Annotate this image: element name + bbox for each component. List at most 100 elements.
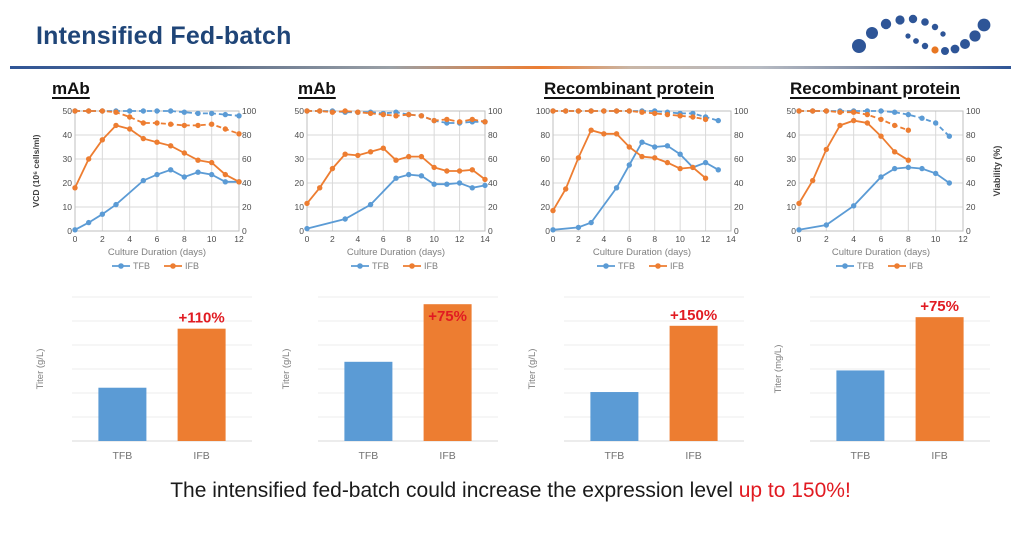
x-axis-label: Culture Duration (days) xyxy=(347,247,445,258)
line-chart-recombinant-1: 0 20 40 60 80 100 0 20 40 60 80 100 0 2 4 6 8 10 12 14 Cultu… xyxy=(522,101,764,283)
y-axis-label: Titer (g/L) xyxy=(527,349,538,390)
svg-text:8: 8 xyxy=(652,234,657,244)
svg-text:12: 12 xyxy=(455,234,465,244)
legend: TFB IFB xyxy=(836,261,923,271)
svg-text:20: 20 xyxy=(966,202,976,212)
dotted-wave-logo-icon xyxy=(852,14,991,55)
panel-title: Recombinant protein xyxy=(790,79,961,98)
logo-dot xyxy=(913,38,919,44)
svg-text:30: 30 xyxy=(787,154,797,164)
bar-tfb xyxy=(836,370,885,441)
svg-text:TFB: TFB xyxy=(857,261,874,271)
svg-text:IFB: IFB xyxy=(670,261,684,271)
svg-text:100: 100 xyxy=(966,106,980,116)
svg-text:4: 4 xyxy=(851,234,856,244)
svg-text:IFB: IFB xyxy=(424,261,438,271)
series-ifb-vcd xyxy=(550,127,709,214)
logo-dot xyxy=(880,18,892,30)
bar-ifb xyxy=(915,317,964,441)
x-axis-label: Culture Duration (days) xyxy=(108,247,206,258)
series-ifb-viability xyxy=(796,108,912,133)
line-chart-mab-2: 0 10 20 30 40 50 0 20 40 60 80 100 0 2 4 6 8 10 12 14 Cultur… xyxy=(276,101,518,283)
line-chart-svg: 0 20 40 60 80 100 0 20 40 60 80 100 0 2 4 6 8 10 12 14 Cultu… xyxy=(536,106,749,271)
series-tfb-viability xyxy=(796,108,953,139)
svg-text:40: 40 xyxy=(488,178,498,188)
svg-text:0: 0 xyxy=(299,226,304,236)
legend: TFB IFB xyxy=(351,261,438,271)
svg-text:4: 4 xyxy=(601,234,606,244)
logo-dot xyxy=(950,44,960,54)
panel-mab-2: mAb 0 10 20 30 40 50 0 20 40 60 80 100 0 2 4 6 8 10 12 14 Cu… xyxy=(276,77,518,471)
svg-text:10: 10 xyxy=(429,234,439,244)
svg-text:40: 40 xyxy=(295,130,305,140)
svg-text:20: 20 xyxy=(787,178,797,188)
svg-text:20: 20 xyxy=(295,178,305,188)
logo-dot xyxy=(941,47,949,55)
bar-category-label: IFB xyxy=(193,450,209,462)
svg-text:0: 0 xyxy=(488,226,493,236)
line-chart-svg: 0 10 20 30 40 50 0 20 40 60 80 100 0 2 4 6 8 10 12 Culture … xyxy=(787,106,1002,271)
line-chart-svg: 0 10 20 30 40 50 0 20 40 60 80 100 0 2 4 6 8 10 12 Culture … xyxy=(31,106,256,271)
series-tfb-vcd xyxy=(72,167,242,233)
svg-text:30: 30 xyxy=(295,154,305,164)
line-chart-mab-1: 0 10 20 30 40 50 0 20 40 60 80 100 0 2 4 6 8 10 12 Culture … xyxy=(30,101,272,283)
y-axis-label: Titer (g/L) xyxy=(35,349,46,390)
svg-text:0: 0 xyxy=(734,226,739,236)
svg-text:10: 10 xyxy=(63,202,73,212)
bar-ifb xyxy=(423,304,472,441)
slide-header: Intensified Fed-batch xyxy=(0,0,1021,62)
bar-chart-svg: +150% TFB IFB Titer (g/L) xyxy=(527,296,744,462)
increase-annotation: +150% xyxy=(670,307,717,324)
svg-text:2: 2 xyxy=(330,234,335,244)
svg-text:50: 50 xyxy=(787,106,797,116)
svg-text:40: 40 xyxy=(966,178,976,188)
svg-text:0: 0 xyxy=(305,234,310,244)
x-axis-label: Culture Duration (days) xyxy=(593,247,691,258)
panel-title: Recombinant protein xyxy=(544,79,715,98)
logo-dot xyxy=(969,30,981,42)
line-chart-recombinant-2: 0 10 20 30 40 50 0 20 40 60 80 100 0 2 4 6 8 10 12 Culture … xyxy=(768,101,1010,283)
svg-text:80: 80 xyxy=(242,130,252,140)
svg-text:6: 6 xyxy=(155,234,160,244)
logo-dot xyxy=(895,15,905,25)
series-ifb-vcd xyxy=(304,145,488,207)
panel-title: mAb xyxy=(52,79,90,98)
svg-text:0: 0 xyxy=(551,234,556,244)
legend: TFB IFB xyxy=(112,261,199,271)
svg-text:0: 0 xyxy=(67,226,72,236)
svg-text:8: 8 xyxy=(906,234,911,244)
y-axis-label: Titer (g/L) xyxy=(281,349,292,390)
svg-text:40: 40 xyxy=(242,178,252,188)
svg-text:60: 60 xyxy=(242,154,252,164)
panel-title: mAb xyxy=(298,79,336,98)
svg-text:80: 80 xyxy=(966,130,976,140)
logo-dot xyxy=(931,46,939,54)
svg-text:30: 30 xyxy=(63,154,73,164)
caption-highlight: up to 150%! xyxy=(738,479,851,502)
svg-text:6: 6 xyxy=(627,234,632,244)
svg-text:20: 20 xyxy=(488,202,498,212)
bar-category-label: IFB xyxy=(439,450,455,462)
bar-chart-svg: +110% TFB IFB Titer (g/L) xyxy=(35,296,252,462)
plot-border xyxy=(552,110,732,232)
legend: TFB IFB xyxy=(597,261,684,271)
svg-text:0: 0 xyxy=(797,234,802,244)
page-title: Intensified Fed-batch xyxy=(36,21,292,50)
x-axis-label: Culture Duration (days) xyxy=(832,247,930,258)
svg-text:TFB: TFB xyxy=(133,261,150,271)
svg-text:2: 2 xyxy=(824,234,829,244)
logo-dot xyxy=(905,33,911,39)
svg-text:IFB: IFB xyxy=(909,261,923,271)
svg-text:40: 40 xyxy=(63,130,73,140)
bar-category-label: IFB xyxy=(685,450,701,462)
increase-annotation: +110% xyxy=(178,310,224,327)
svg-text:0: 0 xyxy=(242,226,247,236)
svg-text:6: 6 xyxy=(381,234,386,244)
svg-text:0: 0 xyxy=(791,226,796,236)
svg-text:10: 10 xyxy=(207,234,217,244)
logo-dot xyxy=(921,42,929,50)
svg-text:4: 4 xyxy=(355,234,360,244)
bar-chart-mab-2: +75% TFB IFB Titer (g/L) xyxy=(276,283,518,471)
bar-category-label: TFB xyxy=(604,450,624,462)
